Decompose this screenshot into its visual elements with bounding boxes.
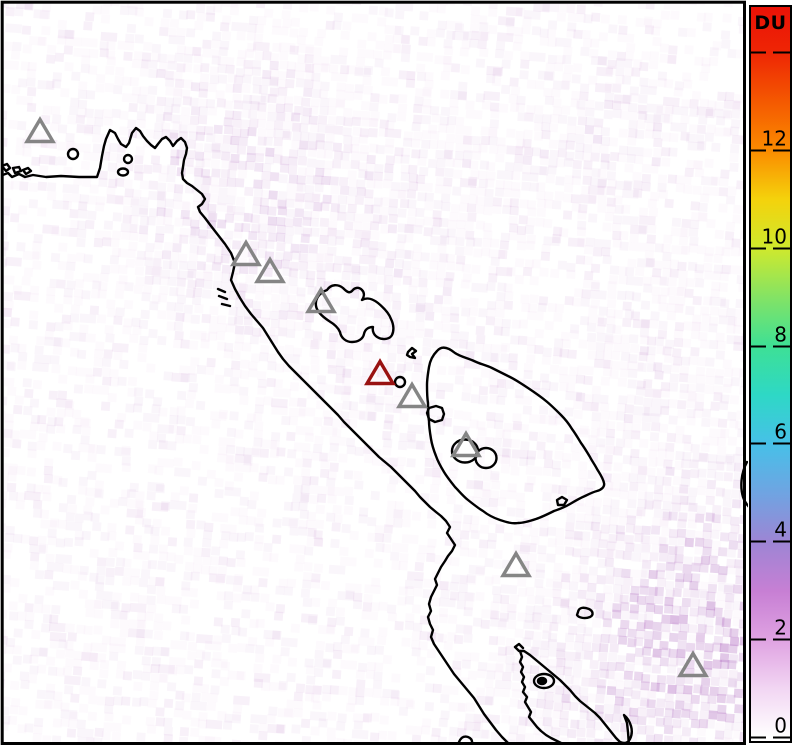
colorbar-unit-label: DU [754,12,787,34]
island-contour [393,375,407,389]
coastline [3,162,33,176]
volcano-marker-icon [24,116,56,144]
island-contour [536,676,548,686]
colorbar-tick-label: 2 [774,616,787,640]
coastline [457,735,474,743]
coastline [3,126,510,743]
island-contour [66,147,80,161]
coastline [425,404,446,424]
volcano-marker-icon [450,430,482,458]
map-border [0,0,746,745]
island-contour [474,446,498,470]
volcano-marker-icon [230,239,262,267]
coastline [425,346,606,525]
coastline [575,606,594,620]
volcano-marker-icon [677,650,709,678]
coastline [555,495,569,507]
colorbar-tick-label: 8 [774,323,787,347]
volcano-marker-icon [500,550,532,578]
coastline-layer [3,126,633,743]
island-contour [532,672,556,690]
volcano-marker-active-icon [364,358,396,386]
volcano-marker-icon [305,286,337,314]
colorbar-tick-label: 6 [774,420,787,444]
volcano-marker-icon [396,381,428,409]
coastline [405,346,418,360]
island-contour [122,153,134,165]
colorbar-tick-label: 12 [762,127,787,151]
volcano-marker-icon [254,256,286,284]
coastline [216,287,232,308]
volcano-markers [24,116,709,678]
colorbar-ticks: 0 2 4 6 8 10 12 [751,51,790,739]
colorbar-tick-label: 0 [774,714,787,738]
coastline [518,649,564,743]
colorbar-tick-label: 4 [774,518,787,542]
coastline [314,284,395,344]
colorbar-tick-label: 10 [762,225,787,249]
colorbar: DU [749,5,792,743]
island-contour [116,167,130,177]
